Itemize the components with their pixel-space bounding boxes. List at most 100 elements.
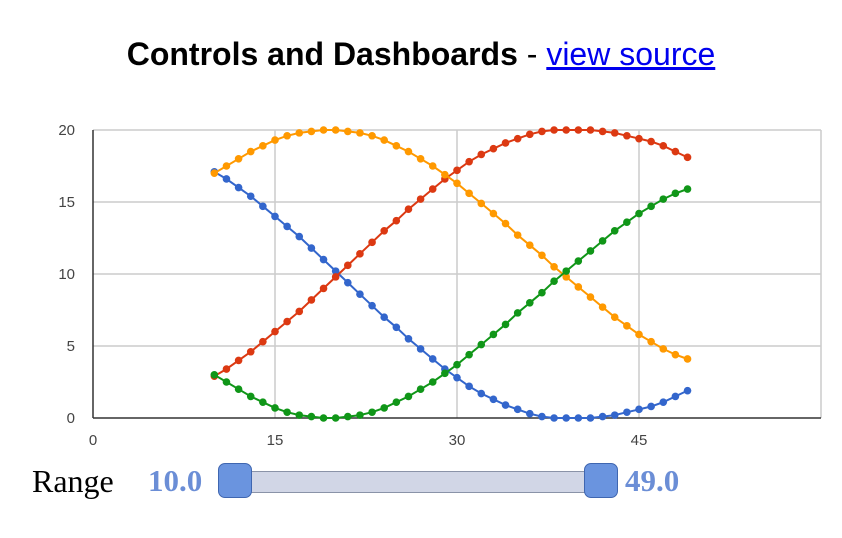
data-point [501, 219, 510, 228]
data-point [344, 412, 352, 421]
data-point [671, 392, 680, 401]
data-point [489, 144, 498, 153]
data-point [392, 142, 401, 150]
data-point [295, 129, 304, 137]
data-point [453, 373, 461, 382]
data-point [550, 126, 558, 134]
data-point [331, 267, 340, 275]
y-tick-label: 20 [58, 122, 75, 139]
title-separator: - [517, 36, 547, 72]
data-point [538, 288, 546, 297]
data-point [356, 290, 364, 298]
data-point [234, 155, 243, 163]
data-point [501, 401, 510, 409]
y-tick-label: 15 [58, 194, 75, 211]
data-point [210, 169, 219, 177]
data-point [234, 183, 243, 192]
data-point [404, 335, 413, 343]
data-point [550, 414, 558, 422]
data-point [501, 139, 510, 147]
data-point [489, 209, 498, 218]
data-point [574, 126, 583, 134]
data-point [538, 412, 546, 421]
data-point [344, 127, 352, 136]
data-point [368, 408, 376, 417]
data-point [526, 241, 534, 249]
data-point [610, 411, 619, 419]
page-title: Controls and Dashboards - view source [0, 36, 842, 73]
range-low-value: 10.0 [148, 463, 203, 498]
data-point [295, 411, 304, 419]
data-point [562, 414, 570, 422]
data-point [319, 255, 328, 264]
line-chart: 0 5 10 15 20 0 15 30 45 [58, 122, 822, 449]
data-point [683, 153, 692, 162]
chart-grid [93, 129, 822, 418]
data-point [416, 155, 425, 163]
data-point [210, 371, 219, 379]
x-tick-label: 0 [89, 432, 97, 449]
data-point [428, 185, 437, 193]
range-high-handle[interactable] [584, 463, 618, 498]
data-point [586, 126, 595, 134]
data-point [465, 157, 473, 166]
data-point [416, 195, 425, 203]
data-point [283, 317, 291, 326]
data-point [623, 408, 631, 417]
x-tick-label: 30 [449, 432, 466, 449]
view-source-link[interactable]: view source [546, 36, 716, 72]
range-track[interactable] [234, 471, 606, 493]
series-line-4 [213, 188, 688, 419]
range-low-handle[interactable] [218, 463, 252, 498]
data-point [344, 278, 352, 287]
data-point [598, 303, 607, 311]
data-point [683, 386, 692, 395]
data-point [562, 273, 570, 281]
data-point [307, 127, 316, 136]
data-point [331, 273, 340, 281]
data-point [647, 402, 655, 411]
data-point [598, 412, 607, 421]
data-point [610, 313, 619, 321]
data-point [683, 355, 692, 363]
data-point [550, 277, 558, 285]
data-point [368, 131, 376, 140]
chart-tick-labels: 0 5 10 15 20 0 15 30 45 [58, 122, 647, 449]
data-point [319, 414, 328, 422]
data-point [368, 301, 376, 310]
data-point [380, 404, 389, 412]
x-tick-label: 45 [631, 432, 648, 449]
data-point [623, 322, 631, 330]
data-point [574, 414, 583, 422]
data-point [586, 247, 595, 255]
data-point [380, 227, 389, 235]
data-point [392, 216, 401, 225]
data-point [356, 250, 364, 258]
data-point [598, 127, 607, 136]
data-point [271, 212, 279, 221]
data-point [307, 412, 316, 421]
data-point [489, 330, 498, 339]
data-point [246, 392, 255, 401]
data-point [538, 251, 546, 260]
data-point [295, 232, 304, 241]
data-point [610, 227, 619, 235]
data-point [465, 382, 473, 391]
data-point [538, 127, 546, 136]
data-point [574, 257, 583, 265]
data-point [283, 222, 291, 231]
data-point [271, 404, 279, 412]
data-point [562, 126, 570, 134]
data-point [635, 209, 643, 218]
data-point [647, 137, 655, 146]
data-point [319, 284, 328, 293]
data-point [489, 395, 498, 404]
data-point [586, 414, 595, 422]
data-point [368, 238, 376, 247]
data-point [659, 142, 668, 150]
data-point [404, 205, 413, 213]
data-point [477, 150, 486, 159]
data-point [477, 340, 486, 349]
data-point [671, 350, 680, 359]
y-tick-label: 5 [67, 338, 75, 355]
